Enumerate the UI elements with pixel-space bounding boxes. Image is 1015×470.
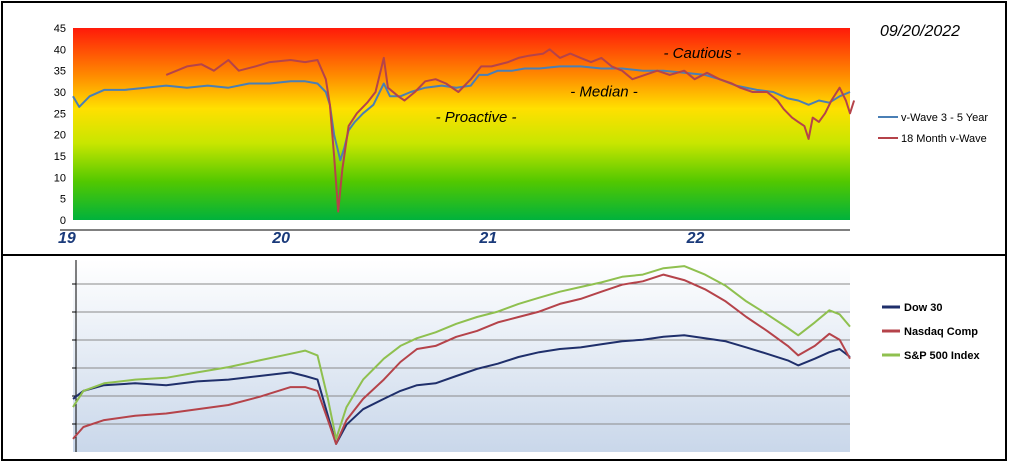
series-line-nasdaq-comp (72, 273, 851, 445)
legend-label-18-month-v-wave: 18 Month v-Wave (901, 133, 987, 145)
y-tick-label: 45 (54, 23, 66, 35)
series-line-dow-30 (72, 334, 851, 445)
index-plot-lines (72, 265, 851, 445)
date-box: 09/20/2022 (870, 14, 976, 44)
legend-label-nasdaq-comp: Nasdaq Comp (904, 326, 978, 338)
series-line-s-p-500-index (72, 265, 851, 440)
y-tick-label: 15 (54, 151, 66, 163)
y-tick-label: 35 (54, 66, 66, 78)
plot-lines (72, 48, 856, 213)
legend-label-v-wave-3-5-year: v-Wave 3 - 5 Year (901, 112, 988, 124)
y-tick-label: 40 (54, 44, 66, 56)
zone-labels: - Cautious - - Median - - Proactive - (436, 45, 741, 126)
index-chart: Dow 30 Nasdaq Comp S&P 500 Index (72, 260, 980, 452)
y-tick-label: 20 (54, 130, 66, 142)
legend: v-Wave 3 - 5 Year 18 Month v-Wave (878, 112, 988, 145)
x-tick-label: 20 (271, 230, 290, 247)
y-axis-ticks: 0 5 10 15 20 25 30 35 40 45 (54, 23, 850, 231)
x-tick-label: 21 (478, 230, 497, 247)
vwave-chart: 0 5 10 15 20 25 30 35 40 45 19 20 21 22 - Cautious -… (54, 23, 989, 247)
legend-label-s-p-500-index: S&P 500 Index (904, 350, 980, 362)
index-plot-background (73, 260, 850, 452)
x-tick-label: 22 (686, 230, 705, 247)
zone-background (73, 28, 850, 220)
date-label: 09/20/2022 (880, 23, 960, 40)
x-tick-label: 19 (58, 230, 76, 247)
y-tick-label: 10 (54, 172, 66, 184)
y-tick-label: 5 (60, 194, 66, 206)
date-box-bg (870, 14, 976, 44)
zone-label-proactive: - Proactive - (436, 109, 517, 126)
zone-label-cautious: - Cautious - (664, 45, 742, 62)
legend-label-dow-30: Dow 30 (904, 302, 943, 314)
y-tick-label: 25 (54, 108, 66, 120)
zone-label-median: - Median - (570, 83, 638, 100)
series-line-18-month-v-wave (165, 48, 856, 213)
x-axis-ticks: 19 20 21 22 (58, 230, 704, 247)
y-tick-label: 30 (54, 87, 66, 99)
index-legend: Dow 30 Nasdaq Comp S&P 500 Index (882, 302, 980, 362)
y-tick-label: 0 (60, 215, 66, 227)
